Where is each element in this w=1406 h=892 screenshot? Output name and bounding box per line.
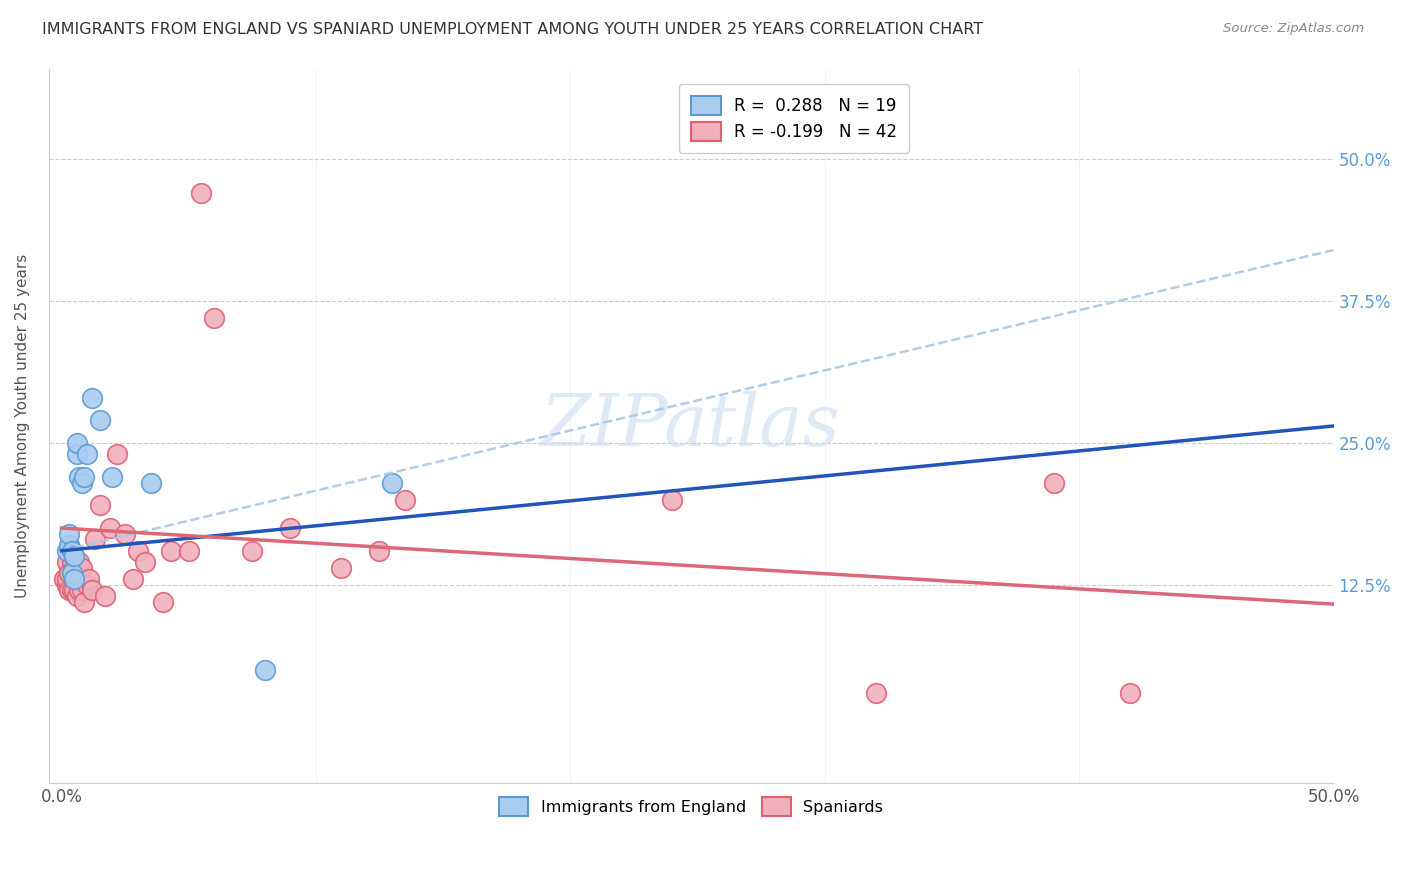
Point bbox=[381, 475, 404, 490]
Point bbox=[98, 521, 121, 535]
Point bbox=[55, 555, 77, 569]
Point bbox=[152, 595, 174, 609]
Point bbox=[66, 436, 89, 450]
Point bbox=[394, 492, 416, 507]
Point bbox=[139, 475, 162, 490]
Y-axis label: Unemployment Among Youth under 25 years: Unemployment Among Youth under 25 years bbox=[15, 254, 30, 598]
Legend: Immigrants from England, Spaniards: Immigrants from England, Spaniards bbox=[489, 788, 893, 825]
Point bbox=[53, 572, 76, 586]
Point bbox=[107, 447, 129, 461]
Point bbox=[58, 583, 80, 598]
Point bbox=[55, 543, 77, 558]
Point bbox=[63, 561, 86, 575]
Point bbox=[60, 555, 83, 569]
Point bbox=[63, 583, 86, 598]
Point bbox=[70, 475, 93, 490]
Point bbox=[1119, 685, 1142, 699]
Point bbox=[865, 685, 887, 699]
Point bbox=[80, 583, 103, 598]
Point bbox=[73, 595, 96, 609]
Point bbox=[60, 583, 83, 598]
Point bbox=[101, 470, 124, 484]
Point bbox=[63, 572, 86, 586]
Point bbox=[202, 311, 225, 326]
Point bbox=[93, 589, 115, 603]
Point bbox=[55, 572, 77, 586]
Point bbox=[58, 566, 80, 581]
Point bbox=[160, 543, 183, 558]
Point bbox=[58, 538, 80, 552]
Point bbox=[76, 578, 98, 592]
Point bbox=[121, 572, 143, 586]
Point bbox=[70, 561, 93, 575]
Point bbox=[83, 533, 105, 547]
Point bbox=[127, 543, 149, 558]
Point bbox=[114, 526, 136, 541]
Point bbox=[67, 555, 90, 569]
Text: Source: ZipAtlas.com: Source: ZipAtlas.com bbox=[1223, 22, 1364, 36]
Point bbox=[177, 543, 200, 558]
Point bbox=[240, 543, 263, 558]
Point bbox=[66, 589, 89, 603]
Point bbox=[661, 492, 683, 507]
Point bbox=[89, 413, 111, 427]
Point bbox=[67, 583, 90, 598]
Point bbox=[58, 526, 80, 541]
Point bbox=[66, 447, 89, 461]
Point bbox=[60, 566, 83, 581]
Point bbox=[60, 543, 83, 558]
Point bbox=[368, 543, 391, 558]
Point bbox=[79, 572, 101, 586]
Point bbox=[70, 583, 93, 598]
Text: ZIPatlas: ZIPatlas bbox=[541, 391, 841, 461]
Point bbox=[280, 521, 302, 535]
Point bbox=[190, 186, 212, 201]
Point bbox=[67, 470, 90, 484]
Point bbox=[253, 663, 276, 677]
Point bbox=[63, 549, 86, 564]
Point bbox=[89, 499, 111, 513]
Point bbox=[76, 447, 98, 461]
Point bbox=[1042, 475, 1064, 490]
Point bbox=[134, 555, 156, 569]
Text: IMMIGRANTS FROM ENGLAND VS SPANIARD UNEMPLOYMENT AMONG YOUTH UNDER 25 YEARS CORR: IMMIGRANTS FROM ENGLAND VS SPANIARD UNEM… bbox=[42, 22, 983, 37]
Point bbox=[73, 470, 96, 484]
Point bbox=[80, 391, 103, 405]
Point bbox=[330, 561, 353, 575]
Point bbox=[55, 578, 77, 592]
